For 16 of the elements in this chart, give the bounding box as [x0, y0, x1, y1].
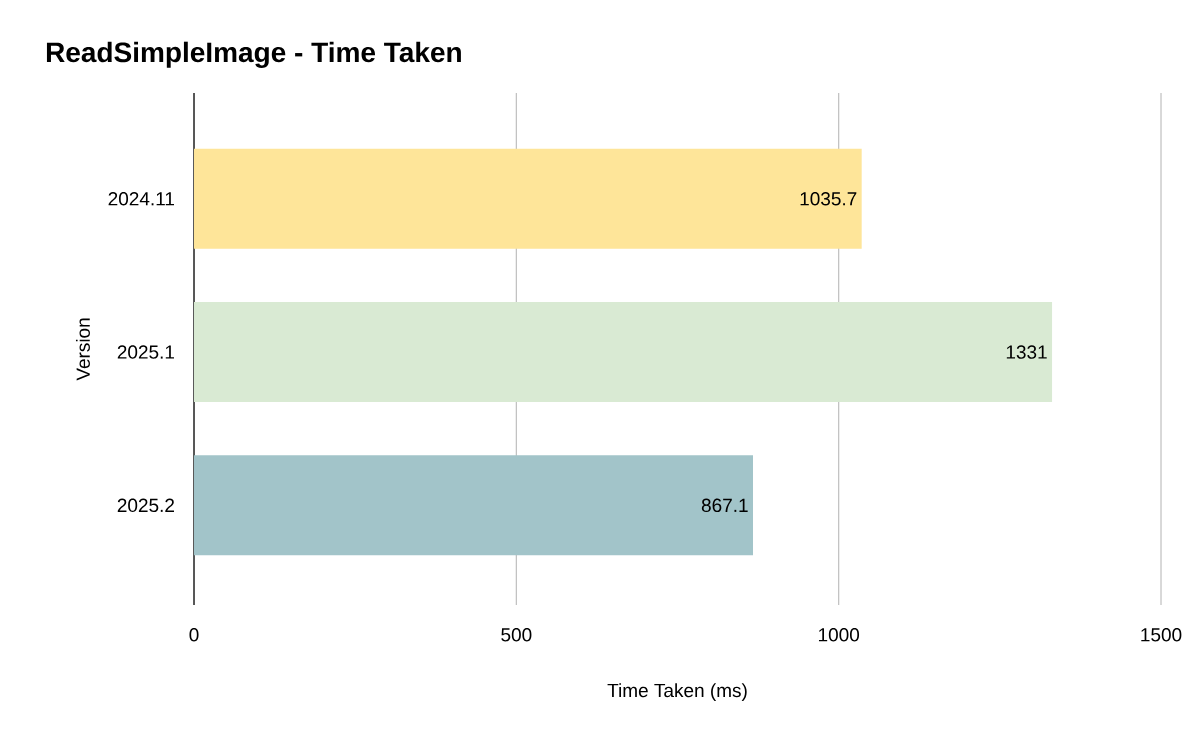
y-tick-label: 2025.1: [117, 345, 174, 359]
x-tick-label: 1000: [818, 628, 860, 642]
x-axis-title: Time Taken (ms): [607, 683, 747, 701]
bar: [194, 148, 862, 249]
x-tick-label: 1500: [1141, 628, 1182, 642]
y-tick-label: 2025.2: [117, 498, 174, 513]
data-label: 1035.7: [800, 192, 857, 206]
x-tick-label: 0: [189, 628, 199, 642]
bar: [194, 455, 753, 556]
x-tick-label: 500: [501, 628, 532, 642]
y-axis-title: Version: [75, 318, 90, 381]
y-tick-label: 2024.11: [108, 192, 174, 206]
data-label: 1331: [1006, 345, 1047, 359]
data-label: 867.1: [701, 498, 748, 513]
chart-title: ReadSimpleImage - Time Taken: [46, 41, 461, 68]
bar: [194, 302, 1053, 403]
